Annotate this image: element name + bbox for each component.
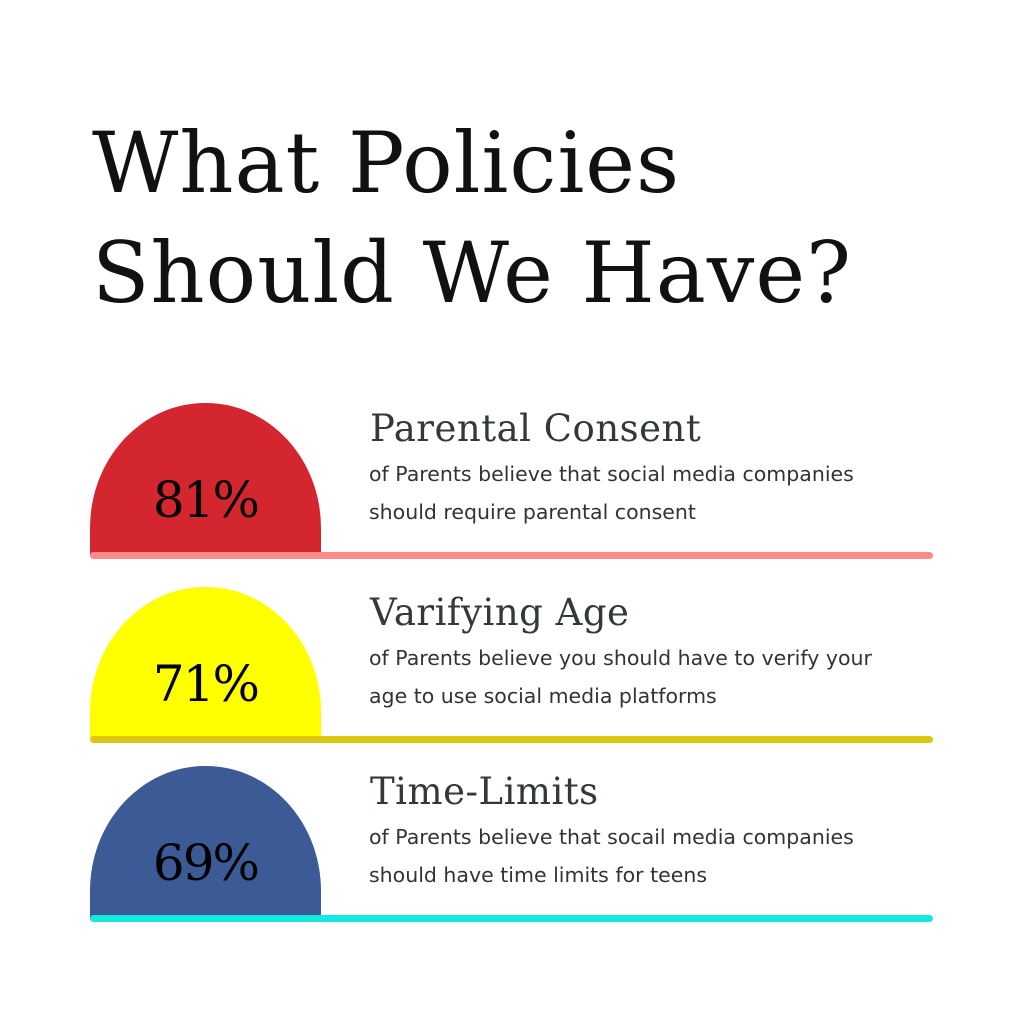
stat-heading: Parental Consent	[370, 407, 702, 450]
stat-underline-bar	[90, 915, 933, 922]
stat-description: of Parents believe that socail media com…	[369, 818, 929, 894]
stat-verifying-age: 71% Varifying Age of Parents believe you…	[90, 587, 933, 747]
stat-description-line-1: of Parents believe you should have to ve…	[369, 646, 872, 670]
stat-percent: 81%	[152, 471, 260, 529]
stat-description: of Parents believe you should have to ve…	[369, 639, 929, 715]
stat-heading: Time-Limits	[370, 770, 599, 813]
stat-description-line-2: should require parental consent	[369, 500, 696, 524]
stat-heading: Varifying Age	[370, 591, 630, 634]
title-line-2: Should We Have?	[92, 224, 853, 322]
stat-underline-bar	[90, 736, 933, 743]
stat-description-line-1: of Parents believe that socail media com…	[369, 825, 854, 849]
stat-description-line-2: should have time limits for teens	[369, 863, 708, 887]
stat-description-line-1: of Parents believe that social media com…	[369, 462, 854, 486]
stat-percent: 69%	[152, 834, 260, 892]
title-line-1: What Policies	[92, 114, 681, 212]
stat-parental-consent: 81% Parental Consent of Parents believe …	[90, 403, 933, 563]
stat-description-line-2: age to use social media platforms	[369, 684, 717, 708]
stat-underline-bar	[90, 552, 933, 559]
stat-percent: 71%	[152, 655, 260, 713]
stat-description: of Parents believe that social media com…	[369, 455, 929, 531]
page-title: What Policies Should We Have?	[92, 108, 852, 328]
stat-time-limits: 69% Time-Limits of Parents believe that …	[90, 766, 933, 926]
